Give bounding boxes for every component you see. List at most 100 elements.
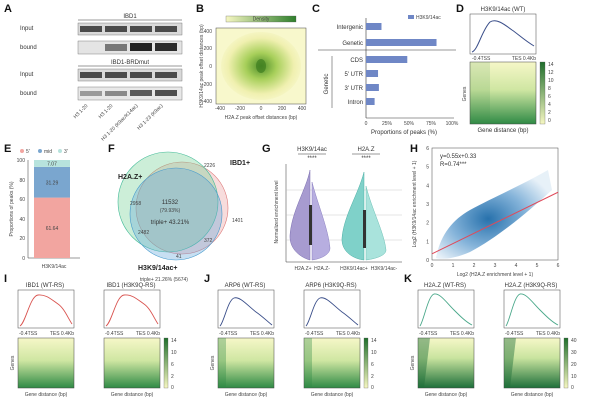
c-cat-intron: Intron	[348, 100, 363, 106]
f-count-2226: 2226	[204, 163, 215, 169]
d-heatmap	[469, 61, 537, 125]
i-heatmap-2	[103, 337, 161, 389]
j-cbar-3: 10	[371, 350, 377, 356]
panel-letter-j: J	[204, 273, 210, 285]
d-cbar-3: 10	[548, 78, 554, 84]
e-ytick-40: 40	[19, 217, 25, 223]
d-cbar-8: 0	[548, 118, 551, 124]
h-xtick-0: 0	[431, 263, 434, 269]
b-ytick-1: 400	[204, 29, 213, 35]
c-cat-3utr: 3' UTR	[345, 86, 364, 92]
b-xtick-5: 400	[298, 106, 307, 112]
c-xtick-100: 100%	[446, 121, 459, 127]
panel-letter-h: H	[410, 143, 418, 155]
f-label-ibd1: IBD1+	[230, 160, 250, 167]
c-xtick-50: 50%	[404, 121, 415, 127]
d-xtick-right: TES 0.4Kb	[512, 56, 536, 62]
i-profile-box-2	[103, 289, 161, 329]
b-ytick-4: -200	[202, 82, 212, 88]
panel-g-violins: H3K9/14ac H2A.Z **** **** Normalized enr…	[274, 147, 402, 272]
g-xlabel-1: H2A.Z+	[294, 266, 311, 272]
h-ytick-2: 2	[426, 221, 429, 227]
c-legend-label: H3K9/14ac	[416, 15, 441, 21]
j-xlabel-2: Gene distance (bp)	[311, 392, 354, 398]
g-xlabel-2: H2A.Z-	[314, 266, 330, 272]
k-xtick-r-1: TES 0.4Kb	[450, 331, 474, 337]
f-count-pct: (79.93%)	[160, 208, 181, 214]
k-title-1: H2A.Z (WT-RS)	[424, 283, 466, 289]
d-cbar-7: 2	[548, 110, 551, 116]
d-colorbar	[539, 61, 546, 125]
d-profile-line	[471, 20, 535, 53]
h-xtick-3: 3	[494, 263, 497, 269]
k-title-2: H2A.Z (H3K9Q-RS)	[505, 283, 558, 289]
h-xtick-5: 5	[536, 263, 539, 269]
venn-ibd1	[135, 161, 229, 255]
i-colorbar	[163, 337, 169, 389]
k-xlabel-1: Gene distance (bp)	[425, 392, 468, 398]
j-title-1: ARP6 (WT-RS)	[225, 283, 266, 289]
panel-letter-a: A	[4, 3, 12, 15]
h-xtick-6: 6	[557, 263, 560, 269]
c-bar-0	[366, 23, 382, 30]
panel-letter-b: B	[196, 3, 204, 15]
e-segment-0	[34, 197, 70, 258]
g-xlabel-4: H3K9/14ac-	[371, 266, 398, 272]
panel-k: H2A.Z (WT-RS) -0.4TSS TES 0.4Kb H2A.Z (H…	[410, 283, 577, 398]
panel-e-stacked-bar: 5' mid 3' 0 20 40 60 80 100 Proportions …	[9, 149, 80, 270]
j-heatmap-2	[303, 337, 361, 389]
c-bar-2	[366, 56, 408, 63]
e-ytick-0: 0	[22, 256, 25, 262]
panel-d-profile-heatmap: H3K9/14ac (WT) -0.4TSS TES 0.4Kb Genes G…	[462, 7, 554, 134]
d-cbar-5: 6	[548, 94, 551, 100]
e-legend-5: 5'	[26, 149, 30, 155]
b-xtick-1: -400	[215, 106, 225, 112]
k-heatmap-2	[503, 337, 561, 389]
b-ylabel: H3K9/14ac peak offset distances (bp)	[199, 24, 205, 108]
k-xtick-l-2: -0.4TSS	[505, 331, 524, 337]
c-xtick-25: 25%	[382, 121, 393, 127]
c-xlabel: Proportions of peaks (%)	[371, 130, 437, 136]
j-profile-line-1	[219, 297, 273, 327]
i-cbar-3: 10	[171, 350, 177, 356]
e-legend-mid-dot	[38, 149, 42, 153]
lane-label-1: H3 1-20	[73, 103, 90, 120]
i-cbar-7: 2	[171, 374, 174, 380]
blot-label-bound: bound	[20, 45, 37, 51]
panel-letter-f: F	[108, 143, 115, 155]
j-xlabel-1: Gene distance (bp)	[225, 392, 268, 398]
k-profile-line-2	[505, 293, 559, 327]
k-cbar-4: 10	[571, 374, 577, 380]
panel-letter-g: G	[262, 143, 271, 155]
i-cbar-8: 0	[171, 385, 174, 391]
blot-title-top: IBD1	[123, 14, 137, 20]
h-ytick-3: 3	[426, 202, 429, 208]
h-xlabel: Log2 (H2A.Z enrichment level + 1)	[457, 272, 534, 278]
c-bar-4	[366, 84, 379, 91]
k-cbar-5: 0	[571, 385, 574, 391]
blot-title-bottom: IBD1-BRDmut	[111, 60, 149, 66]
h-ytick-4: 4	[426, 183, 429, 189]
i-cbar-1: 14	[171, 338, 177, 344]
i-profile-line-1	[19, 294, 73, 327]
i-xtick-l-1: -0.4TSS	[19, 331, 38, 337]
c-legend-swatch	[408, 15, 414, 19]
i-xtick-r-1: TES 0.4Kb	[50, 331, 74, 337]
k-cbar-1: 40	[571, 338, 577, 344]
g-box-2	[363, 210, 366, 248]
h-ytick-1: 1	[426, 239, 429, 245]
g-violin-h3k9ac-pos	[341, 171, 365, 261]
g-stars-1: ****	[307, 156, 317, 162]
f-count-1401: 1401	[232, 218, 243, 224]
panel-letter-k: K	[404, 273, 412, 285]
lane-label-2: H3 1-20	[98, 103, 115, 120]
c-bar-5	[366, 98, 375, 105]
h-xtick-1: 1	[452, 263, 455, 269]
f-count-372: 372	[204, 238, 213, 244]
b-xlabel: H2A.Z peak offset distances (bp)	[225, 115, 298, 121]
h-r-value: R=0.74***	[440, 162, 467, 168]
i-xlabel-1: Gene distance (bp)	[25, 392, 68, 398]
i-heatmap-1	[17, 337, 75, 389]
panel-letters: A B C D E F G H I J K	[4, 3, 464, 285]
